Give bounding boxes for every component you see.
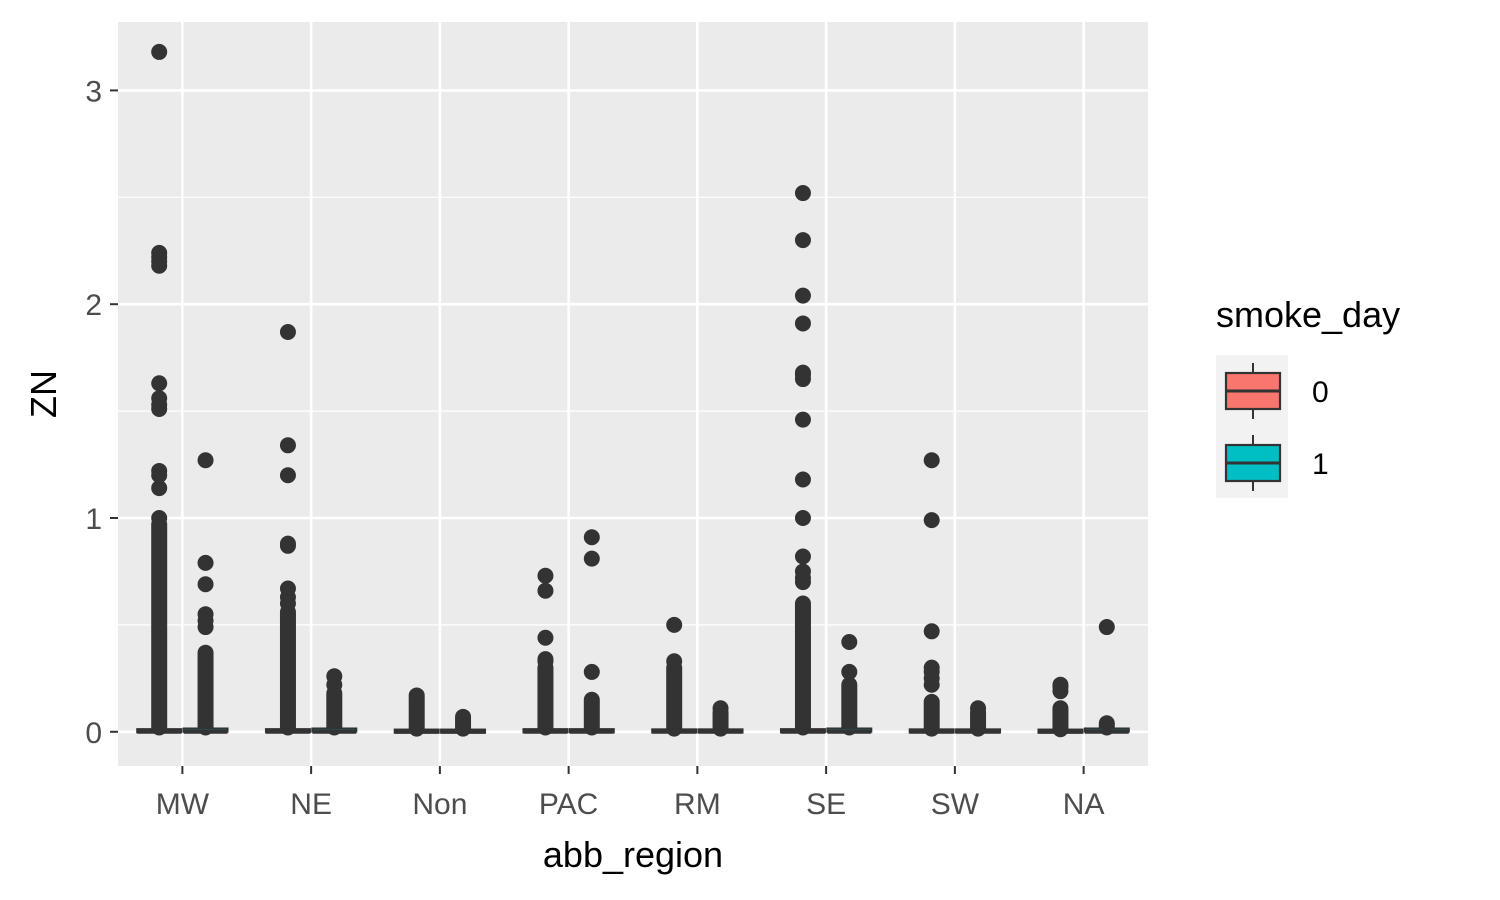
boxes-layer xyxy=(136,43,1130,738)
box-Non-smoke-1 xyxy=(440,708,487,737)
outlier-point xyxy=(583,529,600,546)
outlier-point xyxy=(151,244,168,261)
outlier-point xyxy=(197,452,214,469)
outlier-point xyxy=(151,510,168,526)
outlier-point xyxy=(794,232,811,249)
x-tick-label: RM xyxy=(674,788,721,821)
outlier-point xyxy=(455,708,472,725)
outlier-point xyxy=(537,651,554,668)
outlier-point xyxy=(923,452,940,469)
outlier-point xyxy=(794,471,811,488)
box-NE-smoke-0 xyxy=(264,324,311,736)
outlier-point xyxy=(197,606,214,623)
outlier-point xyxy=(151,43,168,60)
box-Non-smoke-0 xyxy=(393,687,440,737)
x-tick-label: Non xyxy=(412,788,467,821)
outlier-point xyxy=(279,324,296,340)
outlier-point xyxy=(794,411,811,428)
outlier-point xyxy=(666,616,683,633)
box-PAC-smoke-1 xyxy=(568,529,615,736)
legend: smoke_day 0 1 xyxy=(1216,294,1400,498)
x-tick-label: SW xyxy=(931,788,980,821)
y-tick-label: 0 xyxy=(85,717,102,750)
outlier-point xyxy=(841,634,858,650)
y-tick-label: 1 xyxy=(85,503,102,536)
legend-title: smoke_day xyxy=(1216,294,1400,335)
outlier-point xyxy=(537,567,554,584)
y-axis: 0 1 2 3 xyxy=(85,75,118,750)
outlier-point xyxy=(794,287,811,304)
box-SE-smoke-1 xyxy=(826,634,873,736)
legend-label: 0 xyxy=(1312,376,1329,409)
outlier-point xyxy=(151,375,168,392)
outlier-point xyxy=(1098,619,1115,636)
y-tick-label: 2 xyxy=(85,289,102,322)
outlier-point xyxy=(794,185,811,202)
legend-key-0: 0 xyxy=(1224,363,1329,419)
y-tick-label: 3 xyxy=(85,75,102,108)
outlier-point xyxy=(794,563,811,580)
box-MW-smoke-1 xyxy=(182,452,229,736)
outlier-point xyxy=(537,629,554,646)
outlier-point xyxy=(1052,676,1069,693)
outlier-point xyxy=(151,390,168,407)
box-RM-smoke-1 xyxy=(697,700,744,737)
box-NA-smoke-1 xyxy=(1083,619,1130,736)
box-NE-smoke-1 xyxy=(311,668,358,736)
outlier-point xyxy=(794,364,811,381)
legend-label: 1 xyxy=(1312,448,1329,481)
outlier-point xyxy=(1098,715,1115,732)
outlier-point xyxy=(923,659,940,676)
outlier-point xyxy=(151,480,168,497)
outlier-point xyxy=(583,550,600,567)
outlier-point xyxy=(712,700,729,717)
outlier-point xyxy=(923,512,940,529)
x-axis-title: abb_region xyxy=(543,834,723,875)
outlier-point xyxy=(279,535,296,552)
outlier-point xyxy=(583,663,600,680)
outlier-point xyxy=(197,576,214,593)
outlier-point xyxy=(279,467,296,484)
box-NA-smoke-0 xyxy=(1037,676,1084,738)
x-tick-label: PAC xyxy=(539,788,598,821)
legend-key-1: 1 xyxy=(1224,435,1329,491)
outlier-point xyxy=(794,548,811,565)
x-tick-label: NE xyxy=(290,788,332,821)
outlier-point xyxy=(841,663,858,680)
x-tick-label: MW xyxy=(156,788,210,821)
grid-major xyxy=(118,22,1148,766)
outlier-point xyxy=(408,687,425,704)
outlier-point xyxy=(279,580,296,597)
outlier-point xyxy=(326,668,343,685)
outlier-point xyxy=(666,653,683,670)
outlier-point xyxy=(970,700,987,717)
box-RM-smoke-0 xyxy=(651,616,698,737)
outlier-point xyxy=(197,554,214,571)
box-SE-smoke-0 xyxy=(779,185,826,736)
x-tick-label: SE xyxy=(806,788,846,821)
box-MW-smoke-0 xyxy=(136,43,183,736)
outlier-point xyxy=(923,623,940,640)
outlier-point xyxy=(151,462,168,479)
outlier-point xyxy=(794,315,811,332)
box-PAC-smoke-0 xyxy=(522,567,569,736)
outlier-point xyxy=(794,510,811,526)
y-axis-title: ZN xyxy=(23,370,64,418)
outlier-point xyxy=(537,582,554,599)
outlier-point xyxy=(279,437,296,454)
x-tick-label: NA xyxy=(1063,788,1105,821)
box-SW-smoke-0 xyxy=(908,452,955,737)
x-axis: MW NE Non PAC RM SE SW NA xyxy=(156,766,1105,821)
panel-background xyxy=(118,22,1148,766)
box-SW-smoke-1 xyxy=(955,700,1002,737)
